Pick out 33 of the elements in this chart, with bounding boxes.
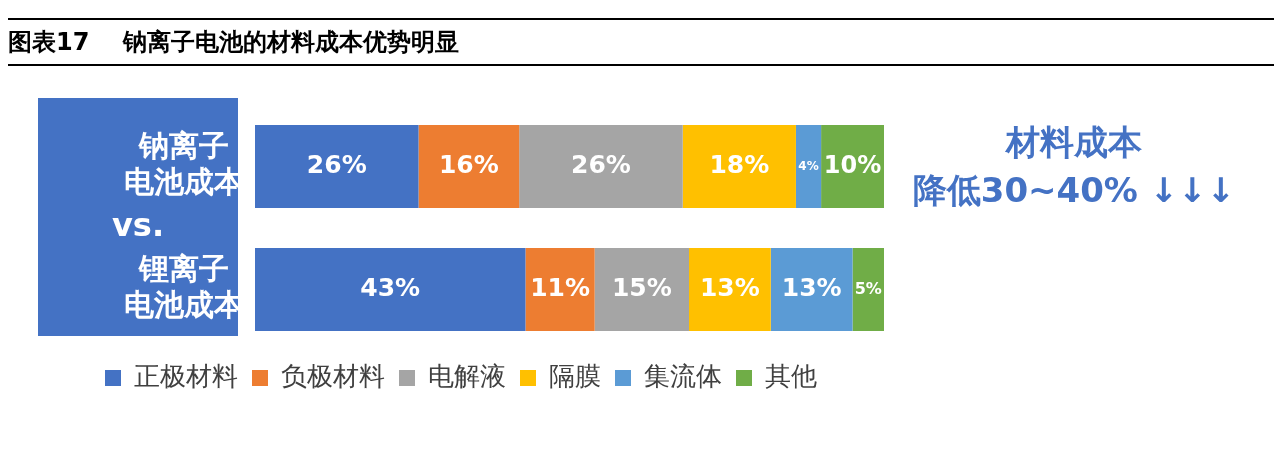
legend-label: 电解液 bbox=[428, 360, 506, 391]
data-label: 10% bbox=[823, 150, 882, 179]
bar bbox=[689, 247, 771, 332]
text: vs. bbox=[111, 206, 165, 245]
text: 材料成本 bbox=[1004, 121, 1143, 162]
legend-label: 其他 bbox=[765, 360, 817, 391]
legend-label: 集流体 bbox=[644, 360, 722, 391]
data-label: 26% bbox=[306, 150, 367, 179]
bar bbox=[519, 124, 683, 209]
bar bbox=[255, 247, 526, 332]
legend-label: 负极材料 bbox=[281, 360, 385, 391]
legend-label: 正极材料 bbox=[134, 360, 238, 391]
data-label: 43% bbox=[360, 273, 421, 302]
chart-title: 图表17 钠离子电池的材料成本优势明显 bbox=[8, 27, 459, 58]
data-label: 18% bbox=[709, 150, 770, 179]
legend-label: 隔膜 bbox=[549, 360, 601, 391]
data-label: 13% bbox=[781, 273, 842, 302]
bar bbox=[795, 124, 822, 209]
data-label: 26% bbox=[571, 150, 631, 179]
data-label: 5% bbox=[854, 278, 882, 298]
data-label: 11% bbox=[530, 273, 590, 302]
bar bbox=[525, 247, 595, 332]
bar bbox=[255, 124, 419, 209]
data-label: 16% bbox=[438, 150, 499, 179]
text: 降低30~40% ↓↓↓ bbox=[912, 169, 1236, 210]
bar bbox=[852, 247, 884, 332]
data-label: 4% bbox=[798, 158, 819, 173]
bar bbox=[770, 247, 853, 332]
data-label: 13% bbox=[699, 273, 760, 302]
bar bbox=[418, 124, 520, 209]
data-label: 15% bbox=[611, 273, 672, 302]
bar bbox=[682, 124, 796, 209]
bar bbox=[594, 247, 690, 332]
